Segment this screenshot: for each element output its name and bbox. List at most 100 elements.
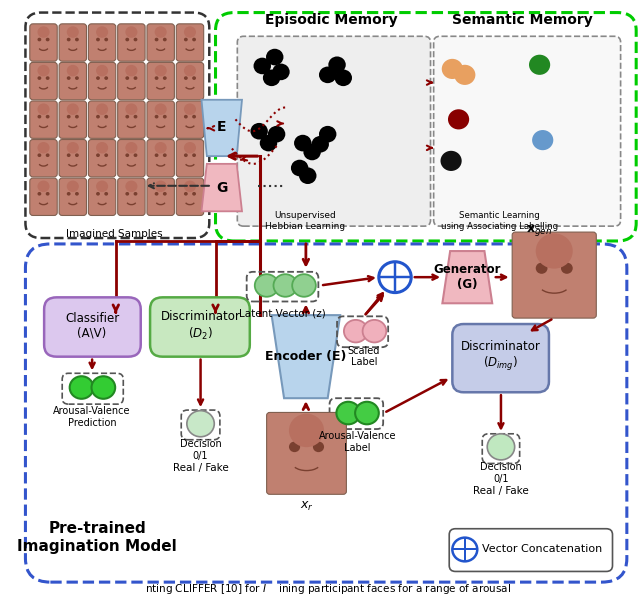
Circle shape (67, 192, 70, 196)
Circle shape (155, 192, 159, 196)
Circle shape (294, 135, 312, 151)
Polygon shape (202, 100, 242, 156)
Circle shape (536, 233, 573, 269)
FancyBboxPatch shape (88, 178, 116, 215)
Text: Real / Fake: Real / Fake (473, 486, 529, 496)
Circle shape (134, 115, 138, 118)
Text: E: E (217, 120, 227, 134)
Circle shape (260, 135, 277, 151)
FancyBboxPatch shape (118, 62, 145, 100)
Circle shape (125, 181, 138, 192)
Circle shape (184, 154, 188, 157)
FancyBboxPatch shape (118, 24, 145, 61)
Circle shape (184, 38, 188, 41)
FancyBboxPatch shape (59, 139, 86, 177)
Text: Imagined Samples: Imagined Samples (67, 230, 163, 239)
Circle shape (67, 103, 79, 115)
Circle shape (561, 263, 573, 274)
FancyBboxPatch shape (30, 139, 57, 177)
Circle shape (125, 142, 138, 154)
FancyBboxPatch shape (176, 24, 204, 61)
FancyBboxPatch shape (176, 139, 204, 177)
Circle shape (303, 144, 321, 160)
Circle shape (273, 274, 297, 297)
Circle shape (155, 154, 159, 157)
Circle shape (289, 441, 300, 452)
FancyBboxPatch shape (434, 36, 621, 226)
Circle shape (67, 26, 79, 38)
Circle shape (45, 154, 49, 157)
Circle shape (38, 77, 42, 80)
Text: Decision
0/1: Decision 0/1 (480, 462, 522, 484)
FancyBboxPatch shape (512, 232, 596, 318)
Circle shape (379, 262, 412, 292)
Circle shape (192, 192, 196, 196)
Text: $\mathbf{x}_{gen}$: $\mathbf{x}_{gen}$ (526, 224, 552, 239)
Polygon shape (202, 164, 242, 211)
Circle shape (163, 192, 166, 196)
Circle shape (67, 154, 70, 157)
Circle shape (96, 26, 108, 38)
Circle shape (38, 38, 42, 41)
Text: Unsupervised
Hebbian Learning: Unsupervised Hebbian Learning (264, 211, 345, 231)
Circle shape (104, 154, 108, 157)
Circle shape (192, 38, 196, 41)
Circle shape (96, 154, 100, 157)
Circle shape (155, 77, 159, 80)
Circle shape (184, 65, 196, 77)
FancyBboxPatch shape (30, 101, 57, 138)
Circle shape (104, 115, 108, 118)
Circle shape (38, 26, 49, 38)
Circle shape (263, 69, 280, 86)
FancyBboxPatch shape (118, 101, 145, 138)
Circle shape (192, 115, 196, 118)
Circle shape (125, 65, 138, 77)
Circle shape (337, 402, 360, 425)
Text: Vector Concatenation: Vector Concatenation (483, 545, 602, 554)
Circle shape (75, 115, 79, 118)
Circle shape (163, 77, 166, 80)
Circle shape (184, 26, 196, 38)
Circle shape (313, 441, 324, 452)
Circle shape (96, 142, 108, 154)
Circle shape (250, 123, 268, 139)
Circle shape (104, 38, 108, 41)
Circle shape (163, 115, 166, 118)
FancyBboxPatch shape (147, 62, 174, 100)
Circle shape (38, 181, 49, 192)
Circle shape (70, 376, 93, 399)
Text: Encoder (E): Encoder (E) (265, 350, 347, 363)
FancyBboxPatch shape (59, 62, 86, 100)
Circle shape (134, 77, 138, 80)
Circle shape (335, 69, 352, 86)
Circle shape (45, 77, 49, 80)
Circle shape (487, 434, 515, 460)
Circle shape (442, 59, 463, 79)
Circle shape (125, 77, 129, 80)
FancyBboxPatch shape (147, 24, 174, 61)
Circle shape (192, 77, 196, 80)
FancyBboxPatch shape (118, 139, 145, 177)
Text: Decision
0/1: Decision 0/1 (180, 439, 221, 460)
Circle shape (319, 66, 337, 83)
Circle shape (125, 115, 129, 118)
Circle shape (125, 192, 129, 196)
FancyBboxPatch shape (452, 324, 549, 392)
Circle shape (67, 77, 70, 80)
Circle shape (163, 38, 166, 41)
Circle shape (184, 77, 188, 80)
Polygon shape (271, 315, 340, 398)
Circle shape (75, 38, 79, 41)
Circle shape (532, 130, 554, 150)
Text: G: G (216, 181, 227, 194)
Circle shape (266, 49, 284, 65)
Circle shape (38, 154, 42, 157)
FancyBboxPatch shape (88, 139, 116, 177)
FancyBboxPatch shape (118, 178, 145, 215)
Circle shape (184, 181, 196, 192)
FancyBboxPatch shape (44, 297, 141, 356)
Circle shape (96, 181, 108, 192)
Circle shape (155, 38, 159, 41)
FancyBboxPatch shape (30, 24, 57, 61)
FancyBboxPatch shape (449, 529, 612, 572)
